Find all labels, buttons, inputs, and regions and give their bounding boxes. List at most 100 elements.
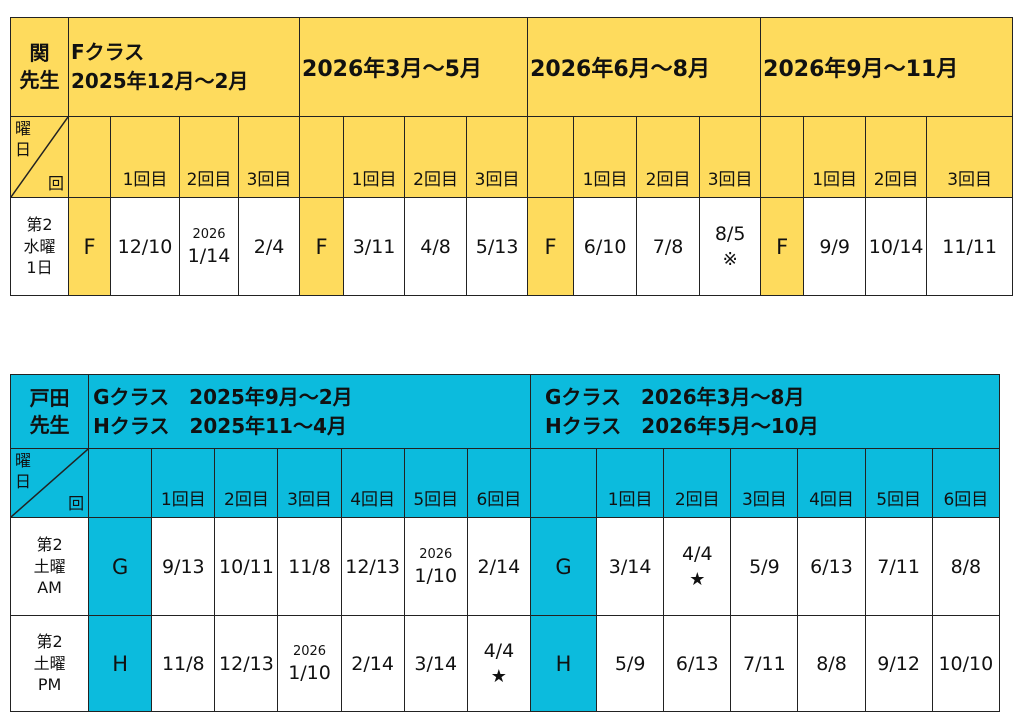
class-column-header: [760, 116, 805, 198]
date-value: 4/4: [681, 543, 713, 565]
diagonal-line: [11, 117, 68, 197]
date-cell: 2/14: [466, 517, 531, 616]
schedule-table-f-class: 関 先生 Fクラス 2025年12月～2月 2026年3月～5月 2026年6月…: [10, 17, 1014, 296]
date-cell: 3/14: [596, 517, 665, 616]
date-value: 5/13: [475, 235, 519, 258]
corner-header: 曜 日 回: [9, 448, 90, 518]
year-note: 2026: [419, 546, 453, 562]
class-column-header: [68, 116, 111, 198]
date-value: 6/13: [810, 555, 853, 578]
corner-top-char: 曜: [15, 451, 32, 470]
date-value: 3/14: [414, 652, 458, 675]
session-header: 3回目: [699, 116, 762, 198]
corner-bottom-label: 回: [68, 494, 85, 513]
date-cell: 5/9: [596, 615, 665, 712]
date-value: 10/14: [868, 235, 924, 258]
date-cell: 12/10: [110, 197, 180, 296]
date-cell: 10/11: [214, 517, 279, 616]
session-header: 1回目: [110, 116, 180, 198]
date-value: 1/10: [288, 661, 331, 684]
class-code: G: [88, 517, 153, 616]
session-header: 1回目: [596, 448, 665, 518]
date-value: 2/14: [477, 555, 521, 578]
day-label-line: 水曜: [23, 236, 56, 256]
date-value: 5/9: [614, 652, 646, 675]
session-header: 1回目: [343, 116, 406, 198]
date-value: 8/8: [950, 555, 982, 578]
teacher-name-line: 先生: [19, 68, 60, 92]
date-cell: 10/14: [865, 197, 928, 296]
session-header: 3回目: [237, 116, 301, 198]
session-header: 2回目: [214, 448, 279, 518]
date-value: 11/8: [288, 555, 331, 578]
teacher-name-line: 戸田: [29, 385, 70, 410]
date-cell: 5/9: [730, 517, 799, 616]
date-value: 1/10: [414, 564, 458, 587]
date-cell: 12/13: [214, 615, 279, 712]
date-cell: 11/8: [277, 517, 342, 616]
date-value: 4/8: [420, 235, 451, 258]
class-code: H: [88, 615, 153, 712]
date-value: 12/10: [117, 235, 173, 258]
teacher-name-line: 関: [29, 41, 50, 65]
date-value: 11/8: [161, 652, 205, 675]
date-cell: 2026 1/10: [277, 615, 342, 712]
date-value: 1/14: [187, 244, 231, 267]
date-cell: 12/13: [340, 517, 405, 616]
day-label-line: AM: [37, 578, 62, 598]
corner-top-label: 曜 日: [15, 451, 31, 493]
date-value: 6/13: [675, 652, 719, 675]
class-title-left: Gクラス 2025年9月～2月 Hクラス 2025年11～4月: [88, 374, 531, 449]
session-header: 3回目: [730, 448, 799, 518]
day-label-line: 土曜: [33, 556, 66, 576]
star-icon: ★: [689, 569, 706, 590]
session-header: 3回目: [926, 116, 1014, 198]
date-value: 2/4: [253, 235, 285, 258]
date-value: 3/14: [608, 555, 652, 578]
year-note: 2026: [192, 226, 226, 242]
day-label-line: 第2: [36, 632, 63, 652]
day-label-line: 第2: [36, 535, 63, 555]
date-cell: 2/14: [340, 615, 405, 712]
class-code: F: [760, 197, 805, 296]
period-header: 2026年3月～5月: [299, 17, 529, 117]
date-cell: 5/13: [466, 197, 529, 296]
date-value: 9/13: [161, 555, 205, 578]
year-note: 2026: [292, 643, 327, 659]
class-code: G: [529, 517, 598, 616]
teacher-name: 戸田 先生: [9, 374, 90, 449]
corner-top-label: 曜 日: [15, 119, 31, 161]
date-cell: 2026 1/10: [403, 517, 468, 616]
date-cell: 9/13: [151, 517, 216, 616]
session-header: 6回目: [466, 448, 531, 518]
class-column-header: [527, 116, 575, 198]
date-value: 12/13: [219, 652, 274, 675]
class-title-line: Gクラス 2025年9月～2月: [93, 384, 353, 409]
session-header: 2回目: [663, 448, 732, 518]
session-header: 4回目: [340, 448, 405, 518]
star-icon: ★: [490, 666, 507, 687]
session-header: 2回目: [636, 116, 701, 198]
date-value: 12/13: [345, 555, 401, 578]
class-column-header: [299, 116, 345, 198]
class-code: F: [527, 197, 575, 296]
date-cell: 4/8: [404, 197, 468, 296]
date-cell: 3/14: [403, 615, 468, 712]
session-header: 1回目: [151, 448, 216, 518]
date-cell: 2026 1/14: [179, 197, 239, 296]
class-code: F: [68, 197, 111, 296]
session-header: 4回目: [797, 448, 866, 518]
day-label-line: 土曜: [33, 653, 66, 673]
date-cell: 8/8: [797, 615, 866, 712]
date-cell: 6/13: [797, 517, 866, 616]
session-header: 5回目: [403, 448, 468, 518]
date-cell: 7/11: [730, 615, 799, 712]
date-value: 8/5: [714, 223, 746, 245]
date-cell: 11/8: [151, 615, 216, 712]
date-cell: 6/13: [663, 615, 732, 712]
class-title-line: Hクラス 2025年11～4月: [93, 413, 347, 438]
corner-top-char: 日: [15, 471, 32, 491]
class-code: H: [529, 615, 598, 712]
corner-bottom-label: 回: [47, 174, 64, 193]
period-header: 2026年6月～8月: [527, 17, 762, 117]
